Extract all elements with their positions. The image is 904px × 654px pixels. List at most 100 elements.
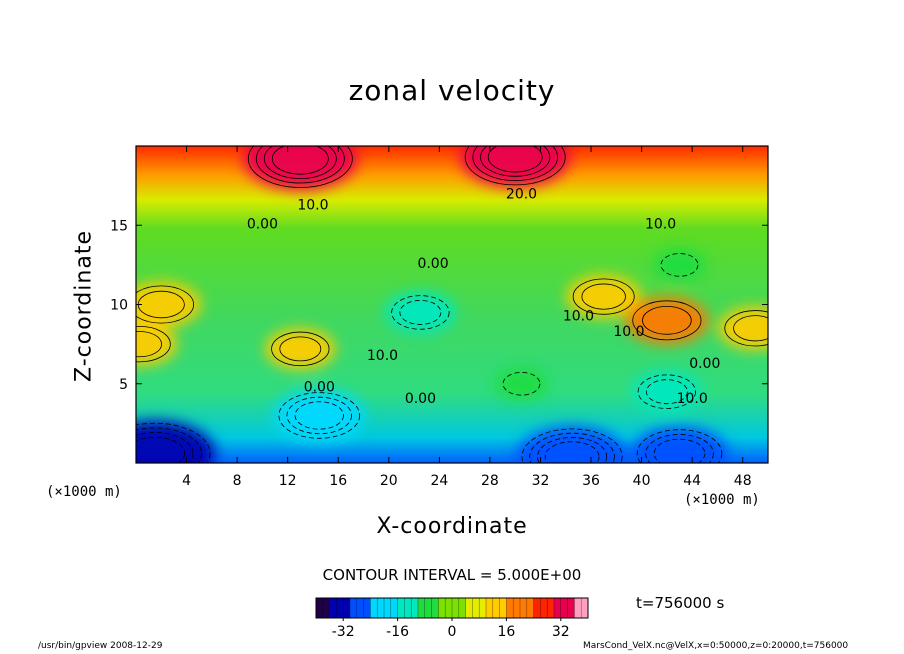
x-axis: 4 8 12 16 20 24 28 32 36 40 44 48	[182, 146, 752, 489]
x-tick-label-7: 32	[532, 473, 550, 489]
contour-ring-11-2	[529, 432, 615, 463]
colorbar-cell-35	[554, 598, 562, 618]
colorbar-cell-19	[445, 598, 453, 618]
contour-ring-11-4	[544, 441, 600, 463]
contour-ring-11-1	[521, 428, 623, 463]
colorbar-cell-28	[506, 598, 514, 618]
feature-blob-5	[566, 274, 642, 319]
colorbar-cell-9	[377, 598, 385, 618]
x-tick-label-1: 8	[233, 473, 242, 489]
contour-ring-2-1	[136, 285, 195, 324]
y-tick-label-0: 5	[119, 377, 128, 393]
footer-program-info: /usr/bin/gpview 2008-12-29	[38, 641, 163, 651]
contour-ring-3-2	[136, 331, 163, 358]
contour-ring-0-2	[255, 146, 345, 184]
feature-blob-6	[717, 306, 768, 350]
colorbar-cell-23	[472, 598, 480, 618]
colorbar-cell-30	[520, 598, 528, 618]
colorbar-cell-6	[356, 598, 365, 618]
contour-ring-1-4	[487, 146, 543, 173]
x-tick-label-10: 44	[683, 473, 701, 489]
contour-ring-6-1	[724, 310, 768, 347]
contour-ring-8-2	[399, 300, 442, 325]
contour-ring-0-3	[263, 146, 337, 179]
colorbar-cell-34	[547, 598, 555, 618]
feature-blob-4	[265, 328, 336, 370]
contour-label-8: 0.00	[405, 391, 436, 407]
colorbar-cell-17	[431, 598, 439, 618]
contour-ring-10-1	[136, 422, 211, 463]
contour-interval-text: CONTOUR INTERVAL = 5.000E+00	[322, 566, 582, 584]
contour-ring-13-1	[637, 374, 697, 409]
colorbar-tick-label-2: 0	[448, 624, 457, 640]
contour-ring-7-2	[642, 306, 692, 335]
feature-blob-2	[136, 281, 201, 328]
contour-label-10: 0.00	[689, 356, 720, 372]
colorbar-cell-31	[526, 598, 535, 618]
contour-label-2: 10.0	[563, 308, 594, 324]
y-axis-label: Z-coordinate	[71, 230, 97, 382]
contour-ring-4-1	[271, 331, 330, 367]
x-tick-label-4: 20	[380, 473, 398, 489]
colorbar-cell-15	[418, 598, 426, 618]
contour-label-9: 10.0	[613, 324, 644, 340]
colorbar-cell-36	[560, 598, 569, 618]
contour-ring-10-3	[136, 432, 194, 463]
contour-labels: 20.0 10.0 10.0 0.00 0.00 10.0 10.0 0.00 0.00 10.0…	[247, 186, 721, 406]
x-tick-label-11: 48	[734, 473, 752, 489]
contour-label-1: 10.0	[297, 197, 328, 213]
colorbar-cell-33	[540, 598, 548, 618]
colorbar-cell-1	[322, 598, 331, 618]
colorbar-cell-38	[574, 598, 582, 618]
contour-lines	[136, 146, 768, 463]
contour-ring-10-2	[136, 427, 202, 463]
colorbar-tick-label-1: -16	[386, 624, 409, 640]
contour-ring-8-1	[391, 295, 450, 330]
y-axis-scale-note: (×1000 m)	[46, 484, 122, 500]
contour-ring-4-2	[279, 336, 322, 362]
contour-ring-1-1	[464, 146, 566, 186]
colorbar-cell-27	[499, 598, 507, 618]
colorbar-cell-4	[343, 598, 351, 618]
velocity-field	[136, 146, 768, 463]
contour-label-5: 10.0	[645, 216, 676, 232]
x-tick-label-8: 36	[582, 473, 600, 489]
colorbar: -32 -16 0 16 32	[315, 597, 589, 640]
contour-ring-9-1	[278, 392, 361, 439]
x-axis-scale-note: (×1000 m)	[684, 492, 760, 508]
contour-ring-9-2	[286, 396, 353, 435]
colorbar-cell-11	[390, 598, 399, 618]
contour-label-11: 10.0	[677, 391, 708, 407]
feature-blob-7	[625, 296, 709, 345]
x-tick-label-6: 28	[481, 473, 499, 489]
x-tick-label-9: 40	[633, 473, 651, 489]
colorbar-cell-39	[581, 598, 589, 618]
colorbar-cell-26	[492, 598, 501, 618]
y-tick-label-2: 15	[110, 218, 128, 234]
contour-ring-1-2	[472, 146, 558, 181]
contour-ring-15-1	[502, 372, 541, 396]
contour-ring-5-2	[581, 283, 626, 310]
colorbar-cell-29	[513, 598, 521, 618]
colorbar-cell-3	[336, 598, 344, 618]
contour-label-3: 0.00	[247, 216, 278, 232]
contour-ring-12-3	[653, 438, 706, 463]
feature-blob-8	[385, 291, 456, 334]
colorbar-tick-label-3: 16	[497, 624, 515, 640]
contour-ring-1-3	[480, 146, 551, 177]
colorbar-cell-10	[384, 598, 392, 618]
colorbar-cell-24	[479, 598, 487, 618]
feature-blob-1	[460, 146, 571, 188]
contour-ring-0-4	[271, 146, 329, 175]
colorbar-cell-14	[411, 598, 419, 618]
colorbar-tick-label-0: -32	[332, 624, 355, 640]
colorbar-tick-label-4: 32	[552, 624, 570, 640]
y-axis: 5 10 15	[110, 218, 768, 393]
contour-ring-7-1	[632, 300, 702, 341]
contour-ring-0-1	[247, 146, 353, 188]
colorbar-cell-37	[567, 598, 575, 618]
feature-blob-11	[517, 426, 628, 463]
x-axis-label: X-coordinate	[376, 514, 528, 539]
time-stamp: t=756000 s	[636, 594, 725, 612]
